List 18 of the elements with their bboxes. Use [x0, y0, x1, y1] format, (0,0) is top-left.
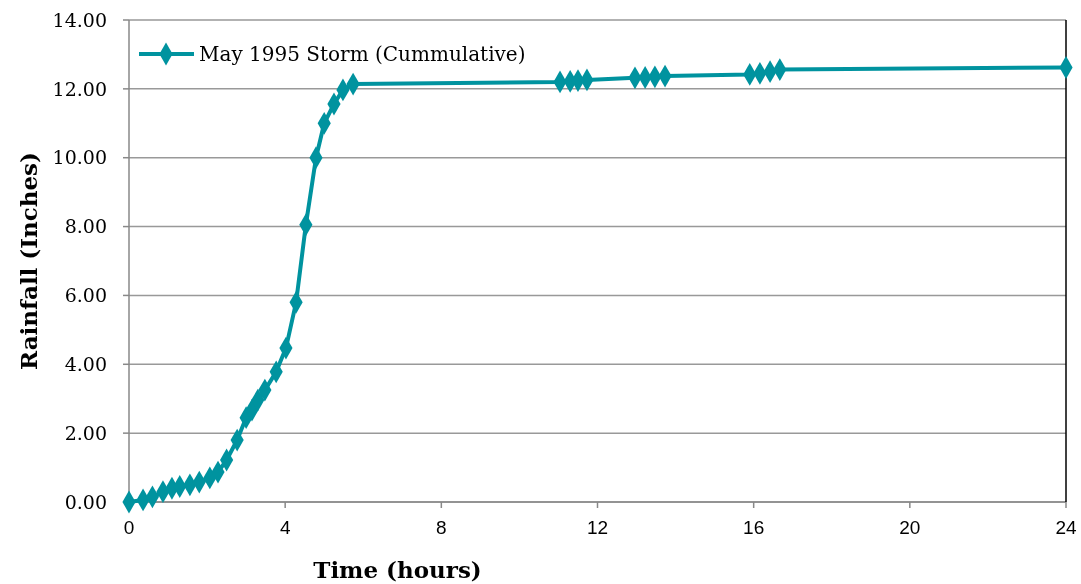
- x-axis-title: Time (hours): [313, 556, 482, 583]
- legend-label: May 1995 Storm (Cummulative): [199, 42, 526, 66]
- y-tick-label: 0.00: [64, 490, 107, 513]
- x-tick-label: 12: [586, 517, 609, 538]
- y-tick-label: 12.00: [52, 77, 107, 100]
- y-tick-label: 8.00: [64, 215, 107, 238]
- y-tick-label: 4.00: [64, 352, 107, 375]
- x-tick-label: 20: [899, 517, 921, 538]
- x-tick-label: 8: [436, 517, 447, 538]
- x-tick-label: 4: [279, 517, 291, 538]
- x-tick-label: 24: [1055, 517, 1077, 538]
- y-axis-title: Rainfall (Inches): [15, 152, 42, 370]
- y-tick-label: 2.00: [64, 421, 107, 444]
- y-tick-label: 6.00: [64, 284, 107, 307]
- x-tick-label: 16: [743, 517, 765, 538]
- y-tick-label: 10.00: [52, 146, 107, 169]
- y-tick-label: 14.00: [52, 8, 107, 31]
- x-tick-label: 0: [123, 517, 135, 538]
